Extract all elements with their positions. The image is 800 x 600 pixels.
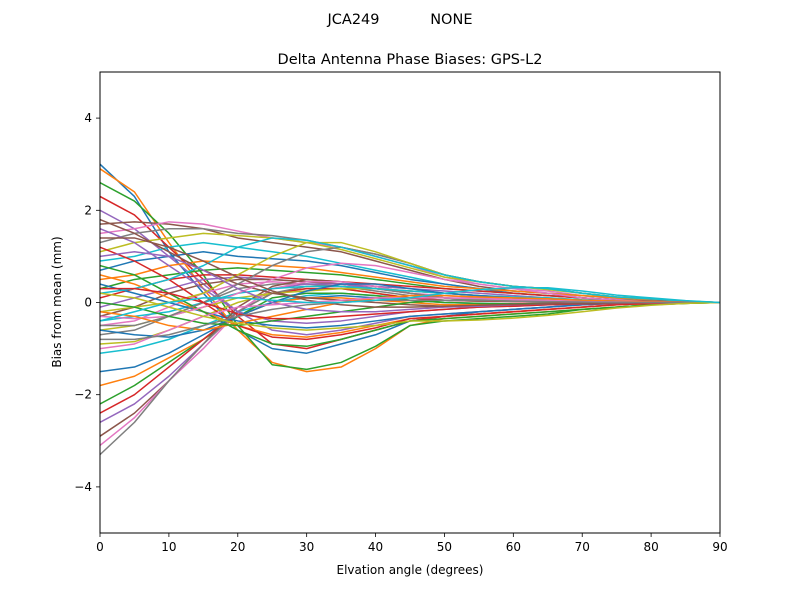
y-tick-label: −4 [74, 480, 92, 494]
y-tick-label: 4 [84, 111, 92, 125]
series-line-az-48 [100, 299, 720, 341]
x-tick-label: 90 [712, 540, 727, 554]
y-tick-label: 0 [84, 296, 92, 310]
y-tick-label: 2 [84, 203, 92, 217]
series-line-az-49 [100, 292, 720, 331]
x-tick-label: 10 [161, 540, 176, 554]
y-tick-label: −2 [74, 388, 92, 402]
x-axis-label: Elvation angle (degrees) [337, 563, 484, 577]
x-tick-label: 80 [643, 540, 658, 554]
y-axis: −4 −2 0 2 4 [74, 111, 100, 494]
series-line-az-42 [100, 294, 720, 331]
series-line-az-50 [100, 287, 720, 322]
x-axis: 0 10 20 30 40 50 60 70 80 90 [96, 533, 728, 554]
series-group [100, 163, 720, 456]
chart-title: Delta Antenna Phase Biases: GPS-L2 [278, 52, 543, 68]
figure-suptitle: JCA249 NONE [327, 12, 473, 28]
x-tick-label: 40 [368, 540, 383, 554]
x-tick-label: 20 [230, 540, 245, 554]
series-line-az-40 [100, 237, 720, 304]
x-tick-label: 70 [575, 540, 590, 554]
x-tick-label: 50 [437, 540, 452, 554]
series-line-az-37 [100, 262, 720, 320]
y-axis-label: Bias from mean (mm) [50, 236, 64, 367]
x-tick-label: 0 [96, 540, 104, 554]
x-tick-label: 30 [299, 540, 314, 554]
x-tick-label: 60 [506, 540, 521, 554]
